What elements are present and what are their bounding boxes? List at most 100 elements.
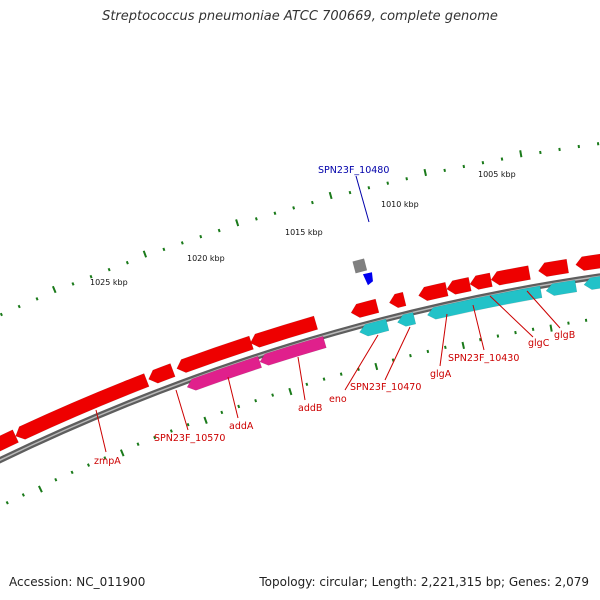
minor-tick	[89, 274, 93, 279]
label-eno: eno	[329, 394, 347, 405]
major-tick	[519, 150, 523, 158]
leader-SPN23F_10570	[175, 389, 189, 431]
leader-glgA	[439, 313, 448, 367]
minor-tick	[217, 228, 221, 233]
gene-glgA	[418, 281, 449, 302]
gene-addB	[249, 315, 319, 348]
minor-tick	[292, 206, 296, 210]
minor-tick	[162, 247, 166, 252]
major-tick	[328, 191, 333, 200]
minor-tick	[311, 200, 314, 205]
minor-tick	[86, 463, 91, 467]
cds-glg-operon	[426, 285, 543, 320]
minor-tick	[237, 404, 241, 409]
minor-tick	[443, 168, 446, 173]
major-tick	[51, 285, 57, 294]
minor-tick	[409, 353, 412, 358]
major-tick	[423, 168, 427, 177]
gene-glgC	[490, 265, 531, 286]
minor-tick	[180, 241, 184, 245]
minor-tick	[199, 234, 203, 239]
minor-tick	[220, 410, 224, 415]
inner-tick-track	[5, 318, 588, 505]
major-tick	[461, 341, 465, 350]
scale-label-1005: 1005 kbp	[478, 170, 516, 179]
major-tick	[119, 449, 125, 457]
minor-tick	[17, 304, 21, 309]
minor-tick	[391, 358, 395, 362]
minor-tick	[305, 382, 309, 387]
minor-tick	[367, 186, 371, 190]
label-SPN23F_10430: SPN23F_10430	[448, 353, 519, 364]
label-glgC: glgC	[528, 338, 550, 349]
leader-glgB	[526, 290, 561, 329]
gene-features	[0, 253, 600, 452]
accession-text: Accession: NC_011900	[9, 575, 146, 589]
label-glgA: glgA	[430, 369, 452, 380]
cds-eno	[359, 318, 390, 337]
minor-tick	[273, 211, 277, 215]
minor-tick	[35, 297, 39, 301]
leader-SPN23F_10480	[355, 175, 370, 223]
minor-tick	[462, 164, 466, 169]
gene-SPN23F_10570	[148, 363, 176, 384]
major-tick	[37, 485, 43, 493]
outer-tick-track	[0, 142, 600, 317]
cds-SPN23F_10470	[397, 312, 417, 327]
minor-tick	[136, 442, 140, 446]
cds-glgB	[545, 279, 578, 296]
minor-tick	[21, 493, 25, 497]
gene-SPN23F_10470	[388, 291, 407, 309]
minor-tick	[322, 377, 326, 381]
gene-SPN23F_10430a	[446, 276, 472, 295]
minor-tick	[70, 470, 74, 475]
major-tick	[142, 250, 148, 258]
genome-stats-text: Topology: circular; Length: 2,221,315 bp…	[259, 575, 589, 589]
minor-tick	[54, 477, 58, 482]
label-addA: addA	[229, 421, 254, 432]
minor-tick	[386, 181, 390, 185]
leader-glgC	[489, 295, 534, 338]
leader-zmpA	[95, 409, 107, 453]
minor-tick	[479, 337, 482, 342]
leader-addB	[297, 356, 306, 401]
minor-tick	[103, 456, 107, 460]
leader-SPN23F_10430	[472, 304, 485, 351]
minor-tick	[496, 334, 500, 338]
minor-tick	[426, 349, 430, 354]
scale-label-1015: 1015 kbp	[285, 228, 323, 237]
gene-callouts	[95, 175, 561, 453]
label-SPN23F_10570: SPN23F_10570	[154, 433, 225, 444]
minor-tick	[481, 161, 485, 165]
label-SPN23F_10470: SPN23F_10470	[350, 382, 421, 393]
major-tick	[374, 362, 379, 371]
gene-SPN23F_10430b	[469, 272, 493, 290]
minor-tick	[254, 398, 258, 403]
minor-tick	[254, 217, 258, 221]
major-tick	[288, 387, 293, 396]
label-zmpA: zmpA	[94, 456, 121, 467]
minor-tick	[71, 282, 75, 286]
minor-tick	[500, 157, 504, 161]
major-tick	[549, 324, 553, 332]
minor-tick	[444, 345, 447, 350]
minor-tick	[531, 327, 535, 331]
minor-tick	[5, 500, 9, 505]
label-addB: addB	[298, 403, 322, 414]
minor-tick	[348, 190, 352, 195]
minor-tick	[125, 260, 129, 265]
minor-tick	[186, 422, 190, 427]
minor-tick	[567, 321, 570, 325]
gene-right-edge	[575, 253, 600, 271]
label-glgB: glgB	[554, 330, 575, 341]
major-tick	[235, 219, 240, 227]
minor-tick	[271, 393, 275, 397]
minor-tick	[169, 429, 173, 433]
scale-label-1010: 1010 kbp	[381, 200, 419, 209]
minor-tick	[405, 177, 408, 181]
marker-SPN23F_10480	[362, 272, 373, 286]
minor-tick	[539, 150, 542, 155]
minor-tick	[339, 372, 343, 376]
minor-tick	[558, 147, 561, 152]
